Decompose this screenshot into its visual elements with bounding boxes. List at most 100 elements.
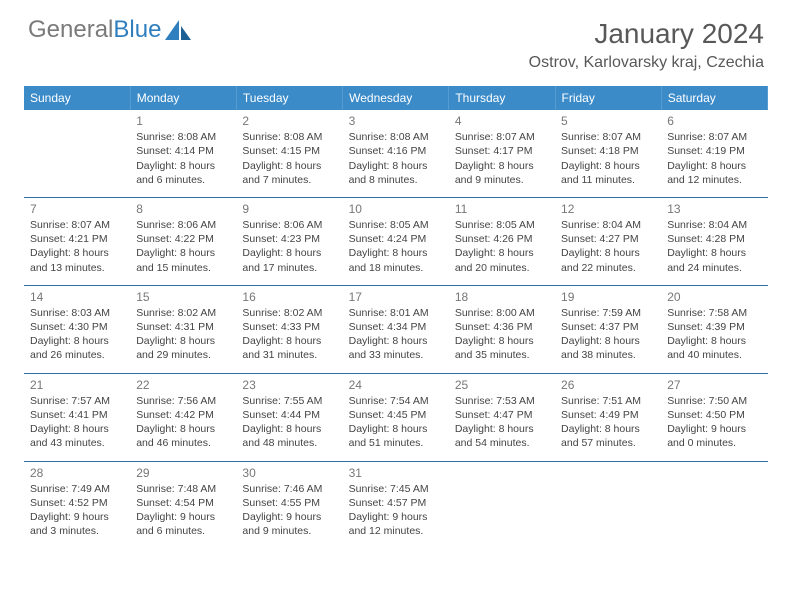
calendar-cell: 14Sunrise: 8:03 AMSunset: 4:30 PMDayligh… [24,285,130,373]
day-number: 9 [242,201,336,217]
day-info: Sunrise: 8:07 AMSunset: 4:21 PMDaylight:… [30,218,124,275]
day-info: Sunrise: 8:07 AMSunset: 4:19 PMDaylight:… [667,130,761,187]
day-info: Sunrise: 7:59 AMSunset: 4:37 PMDaylight:… [561,306,655,363]
calendar-cell: 26Sunrise: 7:51 AMSunset: 4:49 PMDayligh… [555,373,661,461]
calendar-cell: 28Sunrise: 7:49 AMSunset: 4:52 PMDayligh… [24,461,130,548]
day-info: Sunrise: 8:03 AMSunset: 4:30 PMDaylight:… [30,306,124,363]
day-number: 11 [455,201,549,217]
day-info: Sunrise: 8:08 AMSunset: 4:16 PMDaylight:… [349,130,443,187]
day-number: 6 [667,113,761,129]
day-number: 8 [136,201,230,217]
header: GeneralBlue January 2024 Ostrov, Karlova… [0,0,792,78]
day-number: 3 [349,113,443,129]
calendar-row: 28Sunrise: 7:49 AMSunset: 4:52 PMDayligh… [24,461,768,548]
calendar-row: 7Sunrise: 8:07 AMSunset: 4:21 PMDaylight… [24,197,768,285]
day-number: 22 [136,377,230,393]
calendar-cell: 29Sunrise: 7:48 AMSunset: 4:54 PMDayligh… [130,461,236,548]
calendar-cell: 1Sunrise: 8:08 AMSunset: 4:14 PMDaylight… [130,110,236,197]
calendar-cell: 17Sunrise: 8:01 AMSunset: 4:34 PMDayligh… [343,285,449,373]
calendar-cell: 5Sunrise: 8:07 AMSunset: 4:18 PMDaylight… [555,110,661,197]
calendar-cell: 31Sunrise: 7:45 AMSunset: 4:57 PMDayligh… [343,461,449,548]
calendar-row: 14Sunrise: 8:03 AMSunset: 4:30 PMDayligh… [24,285,768,373]
calendar-cell: 30Sunrise: 7:46 AMSunset: 4:55 PMDayligh… [236,461,342,548]
day-number: 14 [30,289,124,305]
day-info: Sunrise: 7:54 AMSunset: 4:45 PMDaylight:… [349,394,443,451]
calendar-cell: 7Sunrise: 8:07 AMSunset: 4:21 PMDaylight… [24,197,130,285]
day-number: 30 [242,465,336,481]
day-info: Sunrise: 8:05 AMSunset: 4:24 PMDaylight:… [349,218,443,275]
dayname: Tuesday [236,86,342,110]
day-number: 7 [30,201,124,217]
day-info: Sunrise: 8:05 AMSunset: 4:26 PMDaylight:… [455,218,549,275]
calendar-cell: 9Sunrise: 8:06 AMSunset: 4:23 PMDaylight… [236,197,342,285]
day-info: Sunrise: 8:04 AMSunset: 4:27 PMDaylight:… [561,218,655,275]
day-info: Sunrise: 8:04 AMSunset: 4:28 PMDaylight:… [667,218,761,275]
calendar-row: 21Sunrise: 7:57 AMSunset: 4:41 PMDayligh… [24,373,768,461]
day-info: Sunrise: 8:08 AMSunset: 4:15 PMDaylight:… [242,130,336,187]
day-number: 27 [667,377,761,393]
day-number: 5 [561,113,655,129]
day-number: 19 [561,289,655,305]
logo-text-general: General [28,18,113,42]
day-number: 18 [455,289,549,305]
day-info: Sunrise: 7:57 AMSunset: 4:41 PMDaylight:… [30,394,124,451]
day-number: 16 [242,289,336,305]
calendar-cell: 27Sunrise: 7:50 AMSunset: 4:50 PMDayligh… [661,373,767,461]
day-number: 17 [349,289,443,305]
day-number: 13 [667,201,761,217]
calendar-cell: 22Sunrise: 7:56 AMSunset: 4:42 PMDayligh… [130,373,236,461]
calendar-cell: 24Sunrise: 7:54 AMSunset: 4:45 PMDayligh… [343,373,449,461]
day-info: Sunrise: 7:58 AMSunset: 4:39 PMDaylight:… [667,306,761,363]
calendar-cell: 15Sunrise: 8:02 AMSunset: 4:31 PMDayligh… [130,285,236,373]
day-number: 24 [349,377,443,393]
day-number: 26 [561,377,655,393]
calendar-cell: 4Sunrise: 8:07 AMSunset: 4:17 PMDaylight… [449,110,555,197]
calendar-cell: 13Sunrise: 8:04 AMSunset: 4:28 PMDayligh… [661,197,767,285]
day-info: Sunrise: 7:56 AMSunset: 4:42 PMDaylight:… [136,394,230,451]
day-number: 4 [455,113,549,129]
day-info: Sunrise: 8:02 AMSunset: 4:31 PMDaylight:… [136,306,230,363]
day-number: 31 [349,465,443,481]
day-info: Sunrise: 7:45 AMSunset: 4:57 PMDaylight:… [349,482,443,539]
day-info: Sunrise: 8:02 AMSunset: 4:33 PMDaylight:… [242,306,336,363]
calendar-cell: 19Sunrise: 7:59 AMSunset: 4:37 PMDayligh… [555,285,661,373]
calendar-cell: 11Sunrise: 8:05 AMSunset: 4:26 PMDayligh… [449,197,555,285]
title-block: January 2024 Ostrov, Karlovarsky kraj, C… [529,18,764,72]
logo-text-blue: Blue [113,18,161,42]
dayname: Wednesday [343,86,449,110]
calendar-cell: 21Sunrise: 7:57 AMSunset: 4:41 PMDayligh… [24,373,130,461]
day-number: 29 [136,465,230,481]
day-info: Sunrise: 8:07 AMSunset: 4:17 PMDaylight:… [455,130,549,187]
dayname: Sunday [24,86,130,110]
dayname: Friday [555,86,661,110]
day-info: Sunrise: 8:06 AMSunset: 4:23 PMDaylight:… [242,218,336,275]
calendar-cell: 2Sunrise: 8:08 AMSunset: 4:15 PMDaylight… [236,110,342,197]
calendar-table: Sunday Monday Tuesday Wednesday Thursday… [24,86,768,548]
calendar-row: 1Sunrise: 8:08 AMSunset: 4:14 PMDaylight… [24,110,768,197]
day-number: 28 [30,465,124,481]
dayname: Thursday [449,86,555,110]
dayname: Monday [130,86,236,110]
day-number: 23 [242,377,336,393]
day-info: Sunrise: 8:07 AMSunset: 4:18 PMDaylight:… [561,130,655,187]
calendar-cell [449,461,555,548]
day-number: 2 [242,113,336,129]
calendar-cell: 10Sunrise: 8:05 AMSunset: 4:24 PMDayligh… [343,197,449,285]
day-info: Sunrise: 7:51 AMSunset: 4:49 PMDaylight:… [561,394,655,451]
day-number: 10 [349,201,443,217]
day-info: Sunrise: 7:53 AMSunset: 4:47 PMDaylight:… [455,394,549,451]
calendar-cell [555,461,661,548]
calendar-cell: 25Sunrise: 7:53 AMSunset: 4:47 PMDayligh… [449,373,555,461]
day-info: Sunrise: 8:01 AMSunset: 4:34 PMDaylight:… [349,306,443,363]
day-number: 12 [561,201,655,217]
calendar-cell: 8Sunrise: 8:06 AMSunset: 4:22 PMDaylight… [130,197,236,285]
day-info: Sunrise: 8:06 AMSunset: 4:22 PMDaylight:… [136,218,230,275]
calendar-cell: 12Sunrise: 8:04 AMSunset: 4:27 PMDayligh… [555,197,661,285]
logo: GeneralBlue [28,18,191,42]
day-info: Sunrise: 8:00 AMSunset: 4:36 PMDaylight:… [455,306,549,363]
calendar-cell [661,461,767,548]
day-number: 1 [136,113,230,129]
month-title: January 2024 [529,18,764,50]
calendar-cell [24,110,130,197]
calendar-cell: 20Sunrise: 7:58 AMSunset: 4:39 PMDayligh… [661,285,767,373]
